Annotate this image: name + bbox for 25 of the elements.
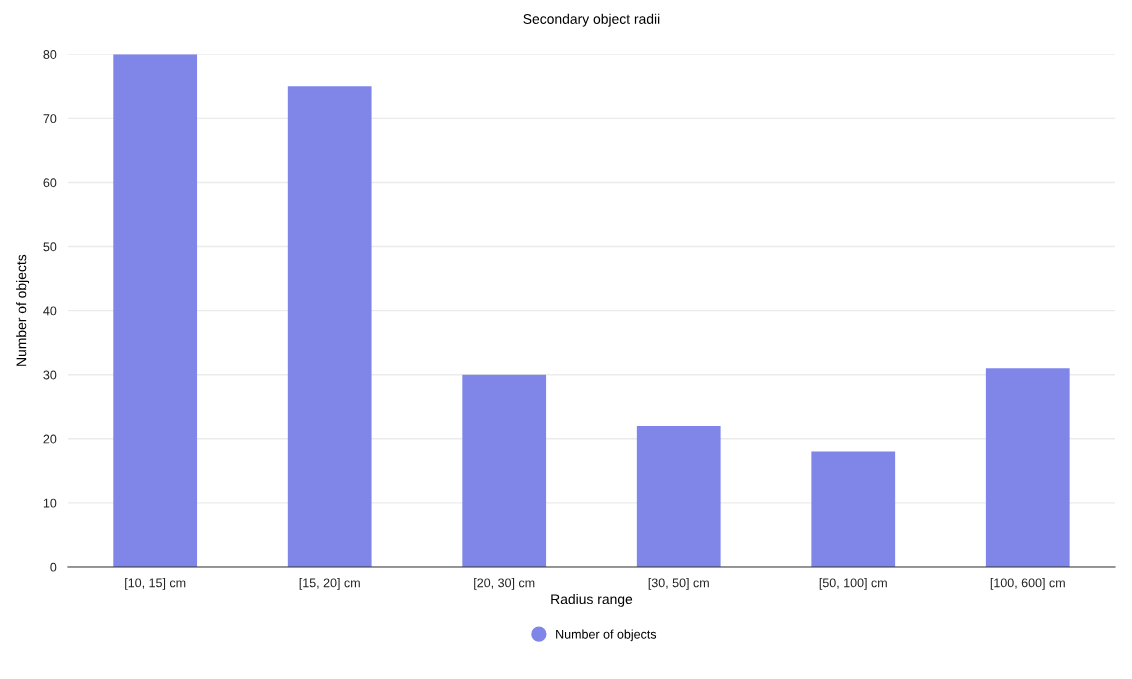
y-tick-label: 30: [43, 370, 57, 380]
x-tick-label: [100, 600] cm: [990, 578, 1065, 590]
x-tick-label: [50, 100] cm: [819, 578, 887, 590]
x-tick-label: [15, 20] cm: [299, 578, 360, 590]
x-tick-label: [10, 15] cm: [125, 578, 186, 590]
bar: [985, 368, 1070, 567]
x-tick-label: [30, 50] cm: [648, 578, 709, 590]
y-tick-label: 50: [43, 242, 57, 252]
bar: [811, 451, 896, 567]
chart-title: Secondary object radii: [523, 13, 660, 27]
y-tick-label: 70: [43, 114, 57, 124]
y-tick-label: 20: [43, 434, 57, 444]
y-tick-label: 0: [50, 562, 57, 572]
y-tick-label: 80: [43, 50, 57, 59]
bar: [287, 86, 372, 567]
bar: [462, 374, 547, 567]
y-tick-label: 60: [43, 178, 57, 188]
x-axis-title: Radius range: [551, 593, 633, 607]
y-tick-label: 40: [43, 306, 57, 316]
y-axis-title: Number of objects: [16, 254, 30, 366]
y-tick-label: 10: [43, 498, 57, 508]
bar: [113, 54, 198, 567]
bar: [636, 425, 721, 567]
legend-label: Number of objects: [556, 629, 657, 642]
x-tick-label: [20, 30] cm: [474, 578, 535, 590]
